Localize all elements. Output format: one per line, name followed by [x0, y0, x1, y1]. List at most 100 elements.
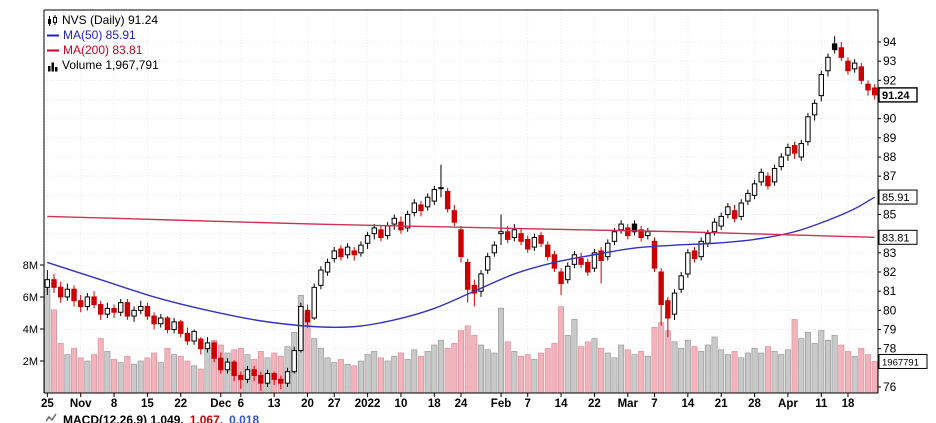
candle-body	[244, 369, 251, 380]
candlestick-icon	[48, 14, 57, 26]
volume-bar	[357, 360, 364, 394]
candle	[411, 199, 417, 217]
candle-body	[625, 227, 631, 237]
candle-body	[44, 279, 51, 288]
candle	[651, 237, 658, 272]
candle	[358, 241, 364, 257]
candle	[124, 298, 131, 320]
candle	[685, 249, 691, 278]
price-label: 80	[883, 303, 897, 317]
volume-bar	[317, 347, 324, 394]
candle-body	[838, 47, 845, 58]
date-label: 14	[681, 398, 694, 410]
volume-bar	[478, 344, 484, 394]
candle	[371, 224, 377, 240]
candle	[625, 224, 631, 240]
candle	[851, 59, 858, 73]
candle	[558, 268, 564, 295]
candle-body	[444, 191, 451, 210]
candle	[771, 164, 778, 186]
candle	[418, 201, 424, 217]
candle-body	[711, 221, 718, 233]
volume-bar	[591, 338, 598, 394]
candle	[84, 293, 91, 311]
candle	[585, 258, 591, 276]
candle	[545, 241, 551, 261]
volume-bar	[451, 343, 458, 394]
candle	[518, 227, 524, 246]
volume-bar	[818, 330, 825, 394]
candle	[591, 249, 598, 272]
volume-bar	[498, 307, 505, 394]
price-label: 82	[883, 265, 897, 279]
candle	[578, 252, 584, 269]
candle-body	[311, 286, 317, 319]
candle	[151, 312, 157, 330]
candle	[191, 329, 197, 345]
candle-body	[344, 246, 351, 256]
candle-body	[511, 229, 518, 238]
candle	[118, 298, 124, 317]
volume-bar	[171, 354, 178, 394]
candle	[805, 112, 811, 146]
volume-bar	[351, 365, 358, 394]
price-label: 81	[883, 284, 897, 298]
volume-bar	[758, 352, 765, 394]
candle-body	[578, 258, 584, 265]
price-label: 88	[883, 150, 897, 164]
candle-body	[631, 223, 638, 233]
candle	[91, 291, 97, 309]
price-label: 94	[883, 35, 897, 49]
candle	[144, 302, 151, 320]
candle	[77, 295, 84, 313]
candle-body	[484, 256, 491, 271]
date-label: 18	[842, 398, 855, 410]
volume-bar	[377, 357, 384, 394]
candle	[825, 53, 831, 77]
candle-body	[765, 175, 771, 187]
ma200-line	[47, 215, 875, 239]
date-label: 21	[715, 398, 728, 410]
price-callout: 83.81	[878, 229, 918, 245]
candle-body	[518, 233, 524, 242]
date-label: 11	[815, 398, 828, 410]
volume-bar	[631, 354, 638, 394]
volume-bar	[77, 357, 84, 394]
candle	[511, 224, 518, 242]
volume-bar	[718, 349, 725, 394]
candle	[778, 153, 784, 171]
candle	[244, 365, 251, 384]
candle-body	[718, 215, 724, 227]
volume-bar	[57, 343, 64, 394]
svg-text:85.91: 85.91	[882, 192, 910, 204]
candle	[845, 57, 851, 75]
volume-bar	[97, 338, 104, 394]
candle	[671, 289, 678, 320]
candle	[271, 371, 277, 386]
candle-body	[491, 244, 498, 254]
candle-body	[558, 271, 564, 284]
candle-body	[184, 332, 191, 342]
legend-ma200-text: MA(200) 83.81	[63, 43, 143, 57]
candle	[184, 327, 191, 345]
candle	[98, 300, 104, 320]
volume-bar	[618, 344, 625, 394]
candle-body	[151, 315, 157, 325]
candle-body	[738, 202, 744, 217]
date-label: 18	[428, 398, 441, 410]
candle-body	[138, 306, 144, 311]
candle	[471, 279, 478, 307]
candle-body	[751, 183, 758, 196]
candle	[718, 212, 724, 230]
date-label: 6	[238, 398, 244, 410]
legend-ma50-text: MA(50) 85.91	[63, 28, 136, 42]
volume-bar	[197, 368, 204, 394]
volume-bar	[484, 349, 491, 394]
volume-bar	[524, 354, 531, 394]
price-label: 79	[883, 323, 897, 337]
candle	[525, 235, 531, 253]
volume-bar	[511, 351, 518, 394]
candle-body	[224, 361, 231, 371]
candle	[491, 241, 498, 257]
